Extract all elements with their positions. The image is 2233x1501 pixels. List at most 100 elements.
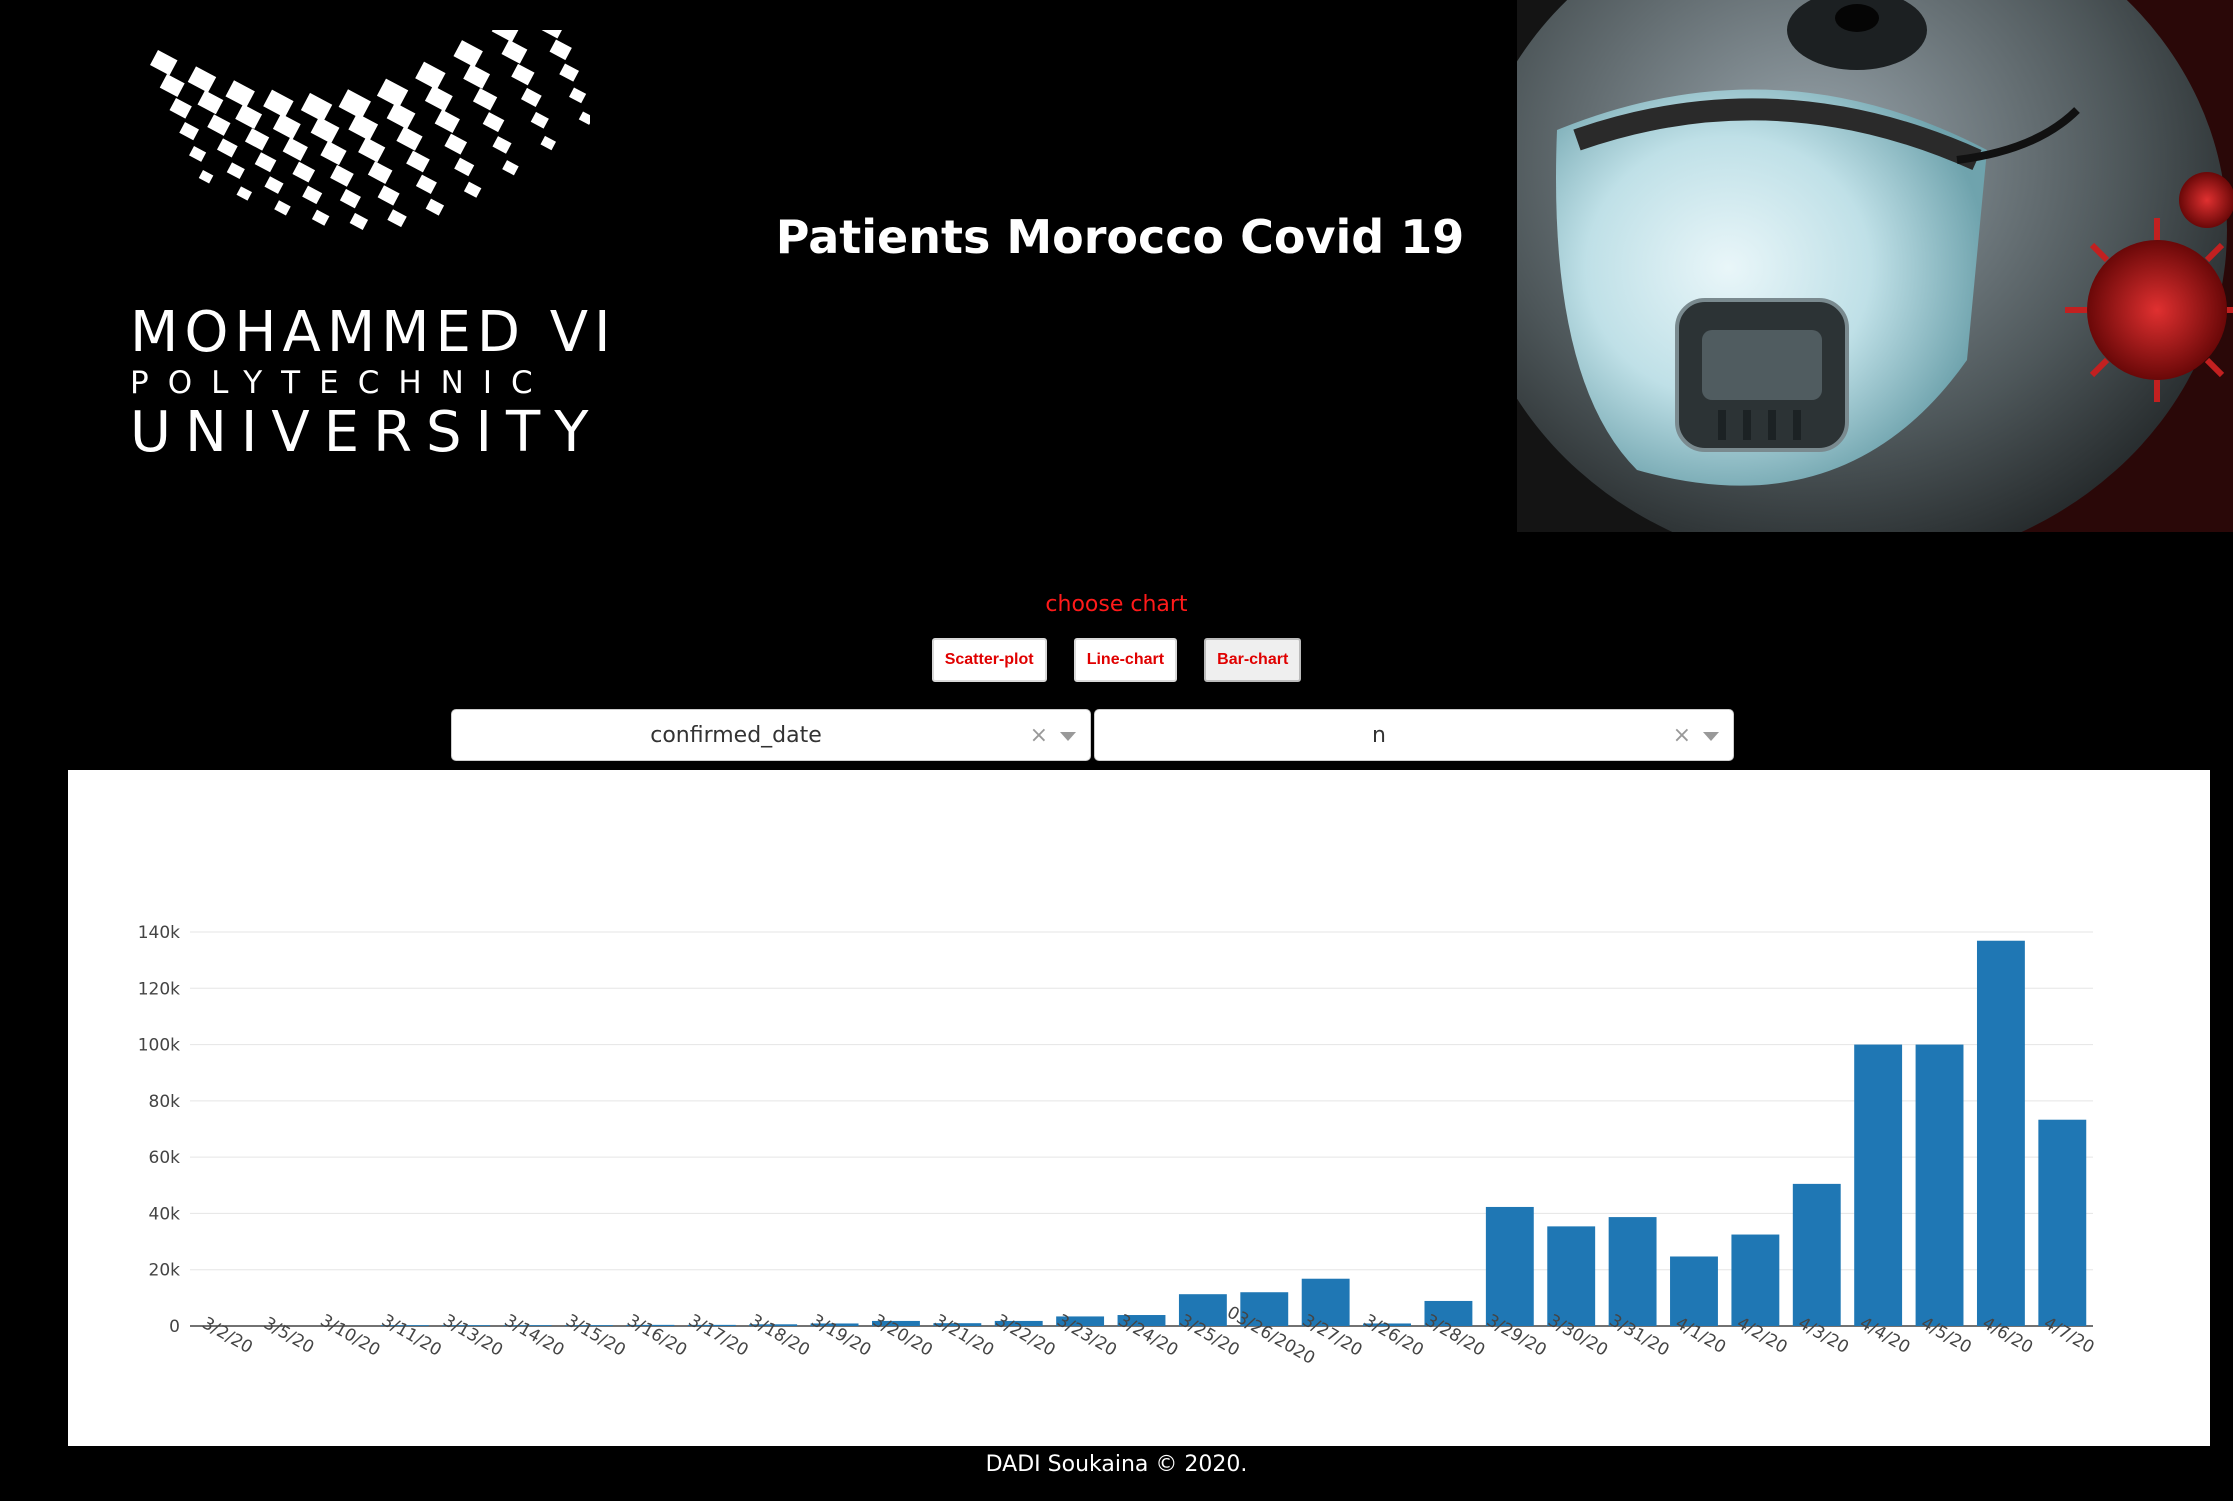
bar[interactable] — [1117, 1315, 1166, 1326]
logo-grid-tile — [387, 209, 407, 228]
logo-grid-tile — [320, 140, 347, 166]
logo-grid-tile — [578, 111, 594, 125]
logo-grid-tile — [376, 78, 409, 108]
bar[interactable] — [1976, 940, 2025, 1326]
y-tick-label: 20k — [149, 1261, 181, 1281]
logo-grid-tile — [406, 150, 430, 173]
logo-grid-tile — [263, 89, 294, 118]
bar[interactable] — [442, 1325, 491, 1326]
logo-grid-tile — [207, 114, 231, 136]
y-axis-selected-value: n — [1372, 723, 1386, 748]
logo-grid-tile — [274, 200, 291, 216]
bar[interactable] — [1424, 1300, 1473, 1326]
bar[interactable] — [1854, 1044, 1903, 1326]
bar[interactable] — [1608, 1217, 1657, 1326]
chevron-down-icon[interactable] — [1703, 732, 1719, 741]
x-tick-label: 3/16/20 — [624, 1311, 691, 1361]
bar[interactable] — [380, 1325, 429, 1326]
bar[interactable] — [1056, 1316, 1105, 1326]
logo-grid-tile — [511, 63, 535, 86]
y-tick-label: 0 — [169, 1317, 180, 1337]
x-tick-label: 3/17/20 — [685, 1311, 752, 1361]
bar[interactable] — [626, 1324, 675, 1326]
logo-grid-tile — [339, 188, 361, 209]
logo-grid-tile — [463, 181, 482, 198]
bar[interactable] — [1547, 1226, 1596, 1326]
logo-grid-tile — [225, 80, 255, 108]
logo-grid-tile — [189, 146, 207, 162]
bar[interactable] — [1792, 1183, 1841, 1326]
clear-y-icon[interactable]: × — [1672, 723, 1691, 748]
logo-grid-tile — [226, 162, 245, 180]
bar[interactable] — [565, 1325, 613, 1326]
logo-grid-tile — [311, 209, 330, 226]
logo-grid-tile — [358, 137, 386, 163]
chevron-down-icon[interactable] — [1060, 732, 1076, 741]
x-tick-label: 3/2/20 — [198, 1313, 255, 1358]
scatter-plot-button[interactable]: Scatter-plot — [931, 638, 1047, 682]
logo-grid-tile — [425, 198, 445, 216]
line-chart-button[interactable]: Line-chart — [1073, 638, 1178, 682]
bar[interactable] — [503, 1325, 552, 1326]
hero-mask-virus-image — [1517, 0, 2233, 532]
logo-grid-tile — [396, 126, 423, 151]
bar[interactable] — [872, 1320, 920, 1326]
logo-grid-tile — [559, 63, 580, 82]
bar[interactable] — [749, 1324, 798, 1326]
logo-grid-tile — [482, 112, 505, 133]
logo-grid-tile — [415, 174, 437, 194]
logo-grid-tile — [187, 66, 217, 93]
x-tick-label: 3/26/20 — [1360, 1311, 1427, 1361]
logo-grid-tile — [472, 88, 498, 111]
logo-grid-tile — [310, 116, 340, 144]
bar[interactable] — [810, 1323, 859, 1326]
logo-grid-tile — [492, 136, 512, 154]
y-tick-label: 80k — [149, 1092, 181, 1112]
x-tick-label: 3/20/20 — [869, 1311, 936, 1361]
logo-grid-tile — [569, 87, 587, 104]
bar[interactable] — [2038, 1119, 2087, 1326]
bar[interactable] — [994, 1320, 1043, 1326]
logo-grid-tile — [502, 160, 519, 176]
bar[interactable] — [1731, 1234, 1780, 1326]
x-tick-label: 3/18/20 — [746, 1311, 813, 1361]
x-tick-label: 3/15/20 — [562, 1311, 629, 1361]
bar[interactable] — [687, 1324, 736, 1326]
logo-grid-tile — [197, 90, 224, 115]
y-axis-dropdown[interactable]: n × — [1094, 709, 1734, 761]
footer-copyright: DADI Soukaina © 2020. — [985, 1452, 1248, 1477]
logo-grid-tile — [540, 135, 557, 151]
logo-grid-tile — [300, 92, 333, 122]
logo-grid-tile — [159, 74, 185, 97]
logo-grid-tile — [453, 40, 483, 68]
choose-chart-label: choose chart — [1045, 592, 1188, 617]
bar[interactable] — [933, 1323, 982, 1326]
bar-chart-button[interactable]: Bar-chart — [1204, 638, 1302, 682]
bar[interactable] — [1485, 1206, 1534, 1326]
bar[interactable] — [1301, 1278, 1350, 1326]
bar[interactable] — [1178, 1294, 1227, 1326]
logo-grid-tile — [386, 102, 416, 130]
bar[interactable] — [1240, 1292, 1289, 1326]
x-axis-dropdown[interactable]: confirmed_date × — [451, 709, 1091, 761]
logo-grid-tile — [338, 89, 371, 120]
logo-grid-tile — [169, 98, 192, 119]
logo-wave-grid-icon — [150, 0, 594, 230]
clear-x-icon[interactable]: × — [1029, 723, 1048, 748]
logo-grid-tile — [216, 138, 238, 158]
bar[interactable] — [1915, 1044, 1964, 1326]
logo-grid-tile — [302, 185, 323, 205]
bar[interactable] — [1363, 1323, 1411, 1326]
bar[interactable] — [1670, 1256, 1718, 1326]
logo-grid-tile — [348, 113, 379, 141]
logo-grid-tile — [254, 152, 277, 173]
x-tick-label: 3/19/20 — [808, 1311, 875, 1361]
x-tick-label: 3/14/20 — [501, 1311, 568, 1361]
logo-grid-tile — [454, 157, 475, 177]
logo-grid-tile — [444, 133, 468, 155]
logo-grid-tile — [367, 161, 393, 184]
logo-grid-tile — [501, 39, 528, 64]
logo-grid-tile — [179, 122, 200, 141]
logo-grid-tile — [463, 64, 491, 89]
